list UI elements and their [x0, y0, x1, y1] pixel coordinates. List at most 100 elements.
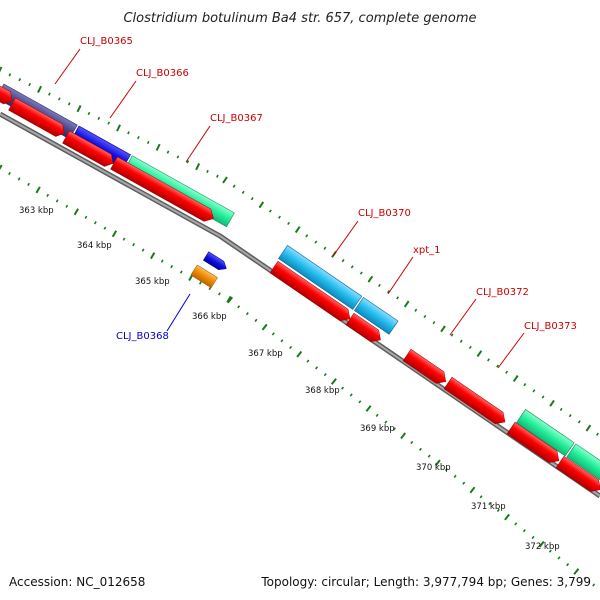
- minor-tick: [496, 508, 500, 512]
- genome-info-text: Topology: circular; Length: 3,977,794 bp…: [260, 575, 591, 589]
- major-tick: [35, 186, 41, 194]
- major-tick: [0, 164, 3, 171]
- minor-tick: [87, 111, 91, 116]
- minor-tick: [289, 345, 293, 350]
- minor-tick: [557, 556, 561, 560]
- minor-tick: [198, 281, 202, 285]
- major-tick: [476, 350, 483, 358]
- backbone: [0, 111, 600, 499]
- minor-tick: [444, 468, 448, 472]
- major-tick: [73, 208, 79, 216]
- minor-tick: [84, 215, 88, 219]
- minor-tick: [583, 576, 587, 580]
- minor-tick: [8, 73, 12, 77]
- minor-tick: [141, 248, 145, 252]
- minor-tick: [132, 243, 135, 247]
- minor-tick: [453, 474, 457, 479]
- feature-bar-cog-green: [566, 443, 600, 481]
- map-title: Clostridium botulinum Ba4 str. 657, comp…: [123, 11, 476, 26]
- minor-tick: [315, 366, 319, 370]
- cds-arrow: [62, 130, 114, 167]
- scale-label: 371 kbp: [471, 502, 506, 512]
- major-tick: [195, 163, 201, 171]
- minor-tick: [287, 221, 291, 226]
- cds-arrow: [506, 421, 560, 463]
- minor-tick: [487, 358, 490, 362]
- major-tick: [76, 105, 82, 113]
- gene-label: CLJ_B0368: [116, 331, 169, 342]
- minor-tick: [48, 92, 51, 96]
- major-tick: [222, 176, 228, 184]
- cds-arrow: [269, 260, 351, 322]
- cds-reverse-track: [190, 251, 227, 289]
- minor-tick: [305, 234, 309, 238]
- minor-tick: [170, 264, 174, 269]
- minor-tick: [216, 174, 219, 178]
- minor-tick: [46, 193, 50, 198]
- minor-tick: [65, 204, 69, 208]
- scale-label: 370 kbp: [416, 463, 451, 473]
- major-tick: [403, 300, 410, 308]
- minor-tick: [67, 102, 71, 106]
- minor-tick: [241, 190, 245, 195]
- gene-label: CLJ_B0366: [136, 68, 189, 79]
- major-tick: [538, 540, 545, 548]
- accession-text: Accession: NC_012658: [9, 575, 145, 589]
- scale-label: 368 kbp: [305, 386, 340, 396]
- minor-tick: [94, 221, 97, 225]
- minor-tick: [375, 413, 379, 417]
- minor-tick: [350, 265, 354, 269]
- minor-tick: [18, 78, 22, 82]
- major-tick: [512, 375, 519, 382]
- minor-tick: [559, 407, 563, 412]
- major-tick: [434, 459, 441, 467]
- minor-tick: [414, 308, 418, 312]
- minor-tick: [432, 321, 436, 325]
- cds-arrow: [8, 97, 65, 137]
- major-tick: [585, 424, 592, 432]
- minor-tick: [479, 495, 483, 499]
- minor-tick: [179, 270, 183, 274]
- minor-tick: [577, 420, 581, 424]
- minor-tick: [392, 427, 397, 431]
- minor-tick: [596, 432, 599, 436]
- scale-label: 369 kbp: [360, 424, 395, 434]
- minor-tick: [218, 292, 221, 296]
- major-tick: [296, 350, 303, 358]
- gene-label: CLJ_B0373: [524, 321, 577, 332]
- minor-tick: [358, 400, 362, 404]
- minor-tick: [127, 131, 130, 135]
- minor-tick: [378, 283, 381, 288]
- minor-tick: [27, 182, 30, 187]
- minor-tick: [186, 160, 190, 164]
- major-tick: [37, 85, 42, 93]
- minor-tick: [568, 414, 572, 418]
- minor-tick: [359, 271, 363, 275]
- major-tick: [227, 296, 233, 304]
- minor-tick: [107, 121, 111, 125]
- minor-tick: [531, 535, 535, 540]
- major-tick: [116, 124, 121, 132]
- cds-arrow: [0, 82, 13, 105]
- cds-arrow: [443, 376, 506, 425]
- minor-tick: [268, 209, 272, 213]
- gene-label: xpt_1: [413, 245, 441, 256]
- cds-arrow: [402, 348, 447, 384]
- minor-tick: [97, 116, 101, 120]
- minor-tick: [396, 296, 400, 300]
- minor-tick: [280, 339, 284, 343]
- minor-tick: [450, 333, 454, 337]
- major-tick: [155, 143, 161, 151]
- gene-label: CLJ_B0370: [358, 208, 411, 219]
- minor-tick: [323, 373, 327, 377]
- minor-tick: [57, 97, 61, 101]
- minor-tick: [166, 150, 170, 154]
- minor-tick: [136, 136, 140, 140]
- minor-tick: [8, 171, 11, 176]
- scale-label: 372 kbp: [525, 542, 560, 552]
- cds-arrow: [555, 455, 600, 492]
- minor-tick: [237, 305, 241, 309]
- gene-label: CLJ_B0367: [210, 113, 263, 124]
- feature-bar-cog-orange: [190, 264, 218, 289]
